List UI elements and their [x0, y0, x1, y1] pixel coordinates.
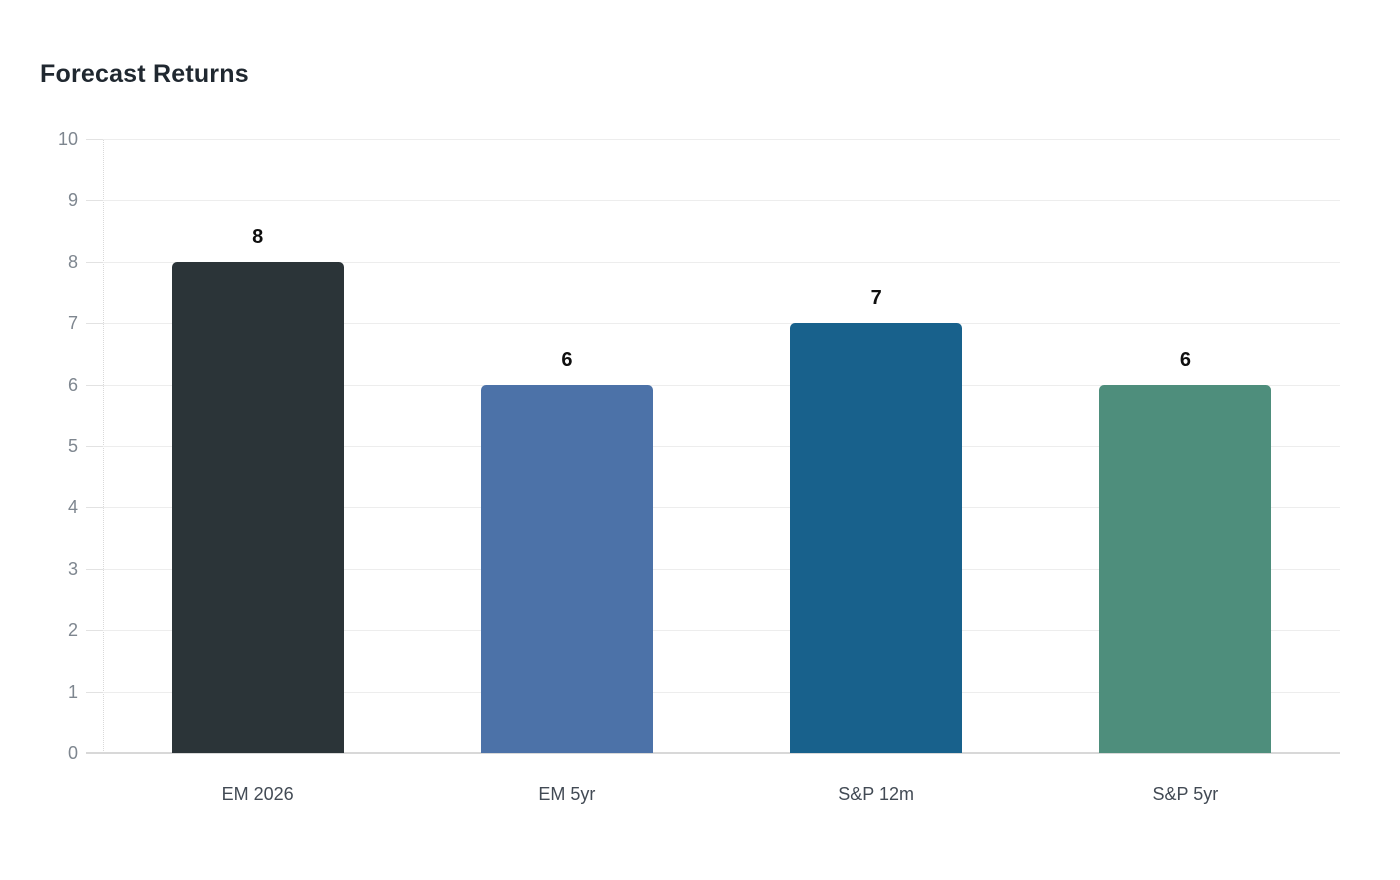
gridline-y-5: [103, 446, 1340, 447]
x-tick-label-S&P 5yr: S&P 5yr: [1152, 784, 1219, 804]
x-tick-label-EM 2026: EM 2026: [221, 784, 294, 804]
y-tick-mark-7: [86, 323, 103, 325]
bar-value-label-S&P 12m: 7: [870, 287, 882, 310]
y-tick-label-1: 1: [67, 681, 78, 702]
gridline-y-10: [103, 139, 1340, 140]
gridline-y-9: [103, 200, 1340, 202]
bar-value-label-S&P 5yr: 6: [1179, 348, 1191, 371]
bar-slot-EM 2026: 8: [103, 139, 412, 753]
gridline-y-8: [103, 261, 1340, 263]
y-tick-label-10: 10: [57, 129, 78, 149]
y-tick-mark-1: [86, 691, 103, 693]
gridline-y-1: [103, 691, 1340, 693]
gridline-y-6: [103, 384, 1340, 386]
y-tick-mark-9: [86, 200, 103, 202]
x-axis-baseline: [86, 752, 1340, 754]
bar-slot-EM 5yr: 6: [412, 139, 721, 753]
bar-value-label-EM 5yr: 6: [561, 348, 573, 371]
bar-slot-S&P 5yr: 6: [1031, 139, 1340, 753]
x-tick-label-S&P 12m: S&P 12m: [838, 784, 914, 804]
gridline-y-7: [103, 323, 1340, 325]
bar-EM 2026: [171, 261, 344, 753]
y-tick-mark-8: [86, 261, 103, 263]
y-tick-label-7: 7: [67, 313, 78, 334]
bar-S&P 12m: [790, 323, 963, 753]
gridline-y-3: [103, 568, 1340, 570]
y-tick-label-9: 9: [67, 190, 78, 211]
y-tick-label-5: 5: [67, 436, 78, 456]
y-tick-mark-2: [86, 630, 103, 632]
y-tick-label-4: 4: [67, 497, 78, 518]
bar-value-label-EM 2026: 8: [252, 225, 264, 248]
y-tick-mark-3: [86, 568, 103, 570]
y-tick-mark-4: [86, 507, 103, 509]
bar-slot-S&P 12m: 7: [722, 139, 1031, 753]
x-tick-label-EM 5yr: EM 5yr: [538, 784, 596, 804]
chart-title: Forecast Returns: [40, 60, 249, 88]
y-tick-label-6: 6: [67, 374, 78, 395]
gridline-y-4: [103, 507, 1340, 509]
plot-area: 0 1 2 3 4 5 6 7 8 9 10 8 6 7 6: [58, 130, 1340, 762]
bar-EM 5yr: [480, 384, 653, 753]
y-tick-mark-6: [86, 384, 103, 386]
y-tick-label-8: 8: [67, 251, 78, 272]
y-tick-label-0: 0: [67, 743, 78, 763]
gridline-y-2: [103, 630, 1340, 632]
x-axis-labels: EM 2026 EM 5yr S&P 12m S&P 5yr: [103, 784, 1340, 806]
y-tick-label-2: 2: [67, 620, 78, 641]
y-tick-label-3: 3: [67, 558, 78, 579]
bar-S&P 5yr: [1099, 384, 1272, 753]
y-tick-mark-5: [86, 446, 103, 447]
y-tick-mark-10: [86, 139, 103, 140]
